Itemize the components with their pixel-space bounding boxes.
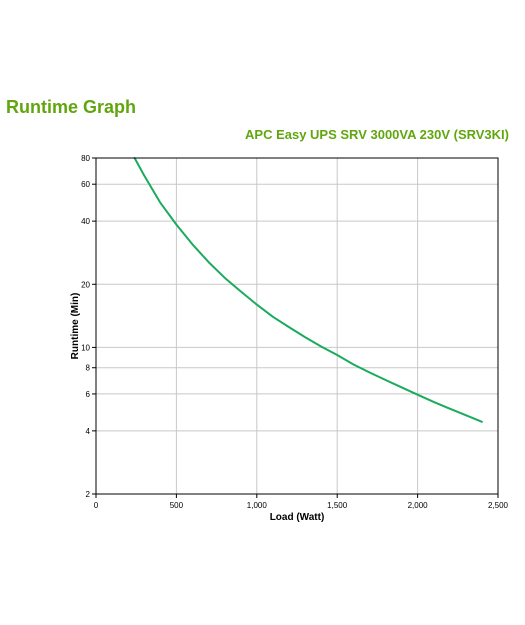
tick-layer: 0 500 1,000 1,500 2,000 2,500 2 4 6 8 10 20 40 60 80: [81, 154, 508, 510]
y-tick-label: 20: [81, 280, 90, 289]
y-tick-label: 8: [86, 364, 91, 373]
x-tick-label: 1,000: [247, 501, 268, 510]
product-title: APC Easy UPS SRV 3000VA 230V (SRV3KI): [245, 127, 509, 142]
y-tick-label: 80: [81, 154, 90, 163]
y-tick-label: 40: [81, 217, 90, 226]
y-axis-title: Runtime (Min): [70, 293, 81, 360]
x-tick-label: 1,500: [327, 501, 348, 510]
x-axis-title: Load (Watt): [270, 512, 325, 523]
x-tick-label: 500: [170, 501, 184, 510]
page-title: Runtime Graph: [6, 97, 137, 117]
y-tick-label: 10: [81, 343, 90, 352]
y-tick-label: 6: [86, 390, 91, 399]
x-tick-label: 2,000: [408, 501, 429, 510]
series-layer: [133, 157, 483, 423]
plot-frame: [95, 157, 499, 495]
x-tick-label: 0: [94, 501, 99, 510]
y-tick-label: 2: [86, 490, 91, 499]
grid-lines: [96, 158, 498, 494]
y-tick-label: 4: [86, 427, 91, 436]
x-tick-label: 2,500: [488, 501, 509, 510]
runtime-series-line: [133, 157, 483, 423]
y-tick-label: 60: [81, 180, 90, 189]
